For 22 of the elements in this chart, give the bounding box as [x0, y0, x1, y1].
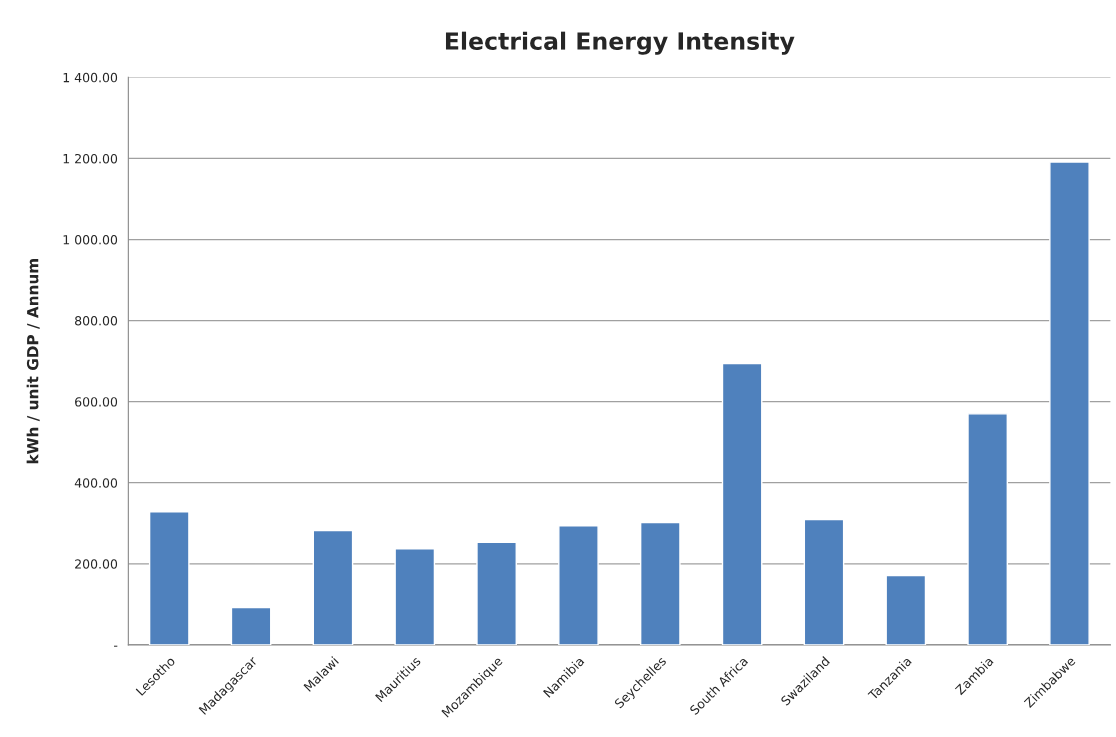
bar — [476, 541, 517, 645]
bar — [639, 521, 681, 645]
y-tick-label: 600.00 — [75, 397, 118, 407]
bar — [721, 362, 763, 645]
bar — [803, 518, 845, 645]
y-tick-label: 200.00 — [75, 559, 118, 569]
y-tick-label: 1 400.00 — [63, 72, 118, 83]
bar — [885, 574, 927, 645]
bar — [558, 525, 599, 645]
y-tick-label: - — [114, 645, 118, 647]
bar — [394, 548, 436, 645]
bar — [148, 511, 190, 645]
bar — [1049, 161, 1090, 645]
bar — [967, 413, 1008, 645]
y-tick-label: 400.00 — [74, 478, 118, 488]
y-tick-label: 1 000.00 — [63, 235, 118, 245]
y-tick-label: 1 200.00 — [63, 153, 118, 164]
chart-title: Electrical Energy Intensity — [445, 31, 795, 55]
bar — [230, 606, 272, 645]
y-tick-label: 800.00 — [75, 316, 118, 326]
y-axis-title: kWh / unit GDP / Annum — [26, 258, 40, 464]
bar — [312, 529, 354, 645]
